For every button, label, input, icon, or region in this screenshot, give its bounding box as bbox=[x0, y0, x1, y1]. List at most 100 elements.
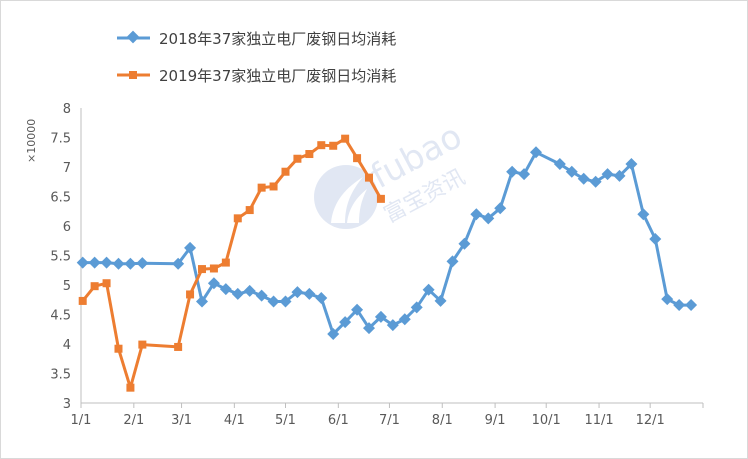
legend-label-2019: 2019年37家独立电厂废钢日均消耗 bbox=[159, 67, 396, 85]
y-axis-unit-label: ×10000 bbox=[25, 119, 38, 163]
data-point-diamond bbox=[434, 294, 447, 307]
data-point-square bbox=[174, 342, 183, 351]
data-point-diamond bbox=[422, 283, 435, 296]
data-point-diamond bbox=[601, 168, 614, 181]
data-point-square bbox=[221, 258, 230, 267]
data-point-diamond bbox=[529, 146, 542, 159]
legend-marker-2019 bbox=[129, 71, 137, 79]
data-point-square bbox=[138, 340, 147, 349]
y-tick-label: 4 bbox=[63, 338, 71, 353]
data-point-diamond bbox=[673, 299, 686, 312]
data-point-diamond bbox=[267, 295, 280, 308]
data-point-diamond bbox=[207, 277, 220, 290]
y-tick-label: 6.5 bbox=[50, 191, 71, 206]
data-point-diamond bbox=[231, 287, 244, 300]
data-point-diamond bbox=[410, 301, 423, 314]
legend-entry-2019: 2019年37家独立电厂废钢日均消耗 bbox=[117, 67, 396, 85]
data-point-diamond bbox=[398, 313, 411, 326]
watermark-flame-icon-2 bbox=[347, 189, 367, 223]
y-axis-ticks: 3 3.5 4 4.5 5 5.5 6 6.5 7 7.5 8 bbox=[50, 102, 71, 412]
data-point-diamond bbox=[518, 168, 531, 181]
y-tick-label: 4.5 bbox=[50, 309, 71, 324]
data-point-square bbox=[90, 282, 99, 291]
data-point-diamond bbox=[136, 257, 149, 270]
data-point-square bbox=[293, 154, 302, 163]
data-point-diamond bbox=[243, 284, 256, 297]
x-tick-label: 9/1 bbox=[485, 413, 506, 428]
data-point-diamond bbox=[589, 175, 602, 188]
data-point-diamond bbox=[339, 316, 352, 329]
data-point-diamond bbox=[195, 295, 208, 308]
data-point-square bbox=[114, 344, 123, 353]
data-point-square bbox=[341, 134, 350, 143]
x-tick-label: 3/1 bbox=[171, 413, 192, 428]
x-tick-label: 2/1 bbox=[123, 413, 144, 428]
y-tick-label: 6 bbox=[63, 220, 71, 235]
x-tick-label: 11/1 bbox=[584, 413, 613, 428]
data-point-square bbox=[233, 214, 242, 223]
data-point-square bbox=[126, 383, 135, 392]
data-point-diamond bbox=[649, 232, 662, 245]
data-point-diamond bbox=[112, 257, 125, 270]
data-point-diamond bbox=[553, 158, 566, 171]
legend-entry-2018: 2018年37家独立电厂废钢日均消耗 bbox=[117, 30, 396, 48]
y-tick-label: 7.5 bbox=[50, 132, 71, 147]
data-point-diamond bbox=[184, 241, 197, 254]
data-point-square bbox=[376, 194, 385, 203]
data-point-diamond bbox=[625, 158, 638, 171]
x-tick-label: 4/1 bbox=[224, 413, 245, 428]
data-point-diamond bbox=[374, 310, 387, 323]
data-point-square bbox=[102, 279, 111, 288]
data-point-diamond bbox=[482, 212, 495, 225]
data-point-diamond bbox=[100, 256, 113, 269]
y-tick-label: 3 bbox=[63, 397, 71, 412]
data-point-diamond bbox=[219, 283, 232, 296]
data-point-diamond bbox=[458, 237, 471, 250]
data-point-diamond bbox=[351, 303, 364, 316]
data-point-square bbox=[317, 141, 326, 150]
x-tick-label: 6/1 bbox=[328, 413, 349, 428]
y-tick-label: 5 bbox=[63, 279, 71, 294]
x-tick-label: 5/1 bbox=[275, 413, 296, 428]
data-point-diamond bbox=[291, 286, 304, 299]
data-point-diamond bbox=[494, 202, 507, 215]
series-2019 bbox=[78, 134, 385, 392]
data-point-diamond bbox=[303, 287, 316, 300]
y-tick-label: 3.5 bbox=[50, 368, 71, 383]
data-point-diamond bbox=[255, 289, 268, 302]
y-tick-label: 5.5 bbox=[50, 250, 71, 265]
data-point-square bbox=[186, 290, 195, 299]
data-point-square bbox=[269, 182, 278, 191]
data-point-diamond bbox=[327, 327, 340, 340]
series-layer bbox=[76, 134, 698, 392]
fubao-watermark-logo: fubao 富宝资讯 bbox=[314, 116, 470, 229]
x-tick-label: 7/1 bbox=[379, 413, 400, 428]
legend: 2018年37家独立电厂废钢日均消耗 2019年37家独立电厂废钢日均消耗 bbox=[117, 30, 396, 85]
data-point-diamond bbox=[446, 255, 459, 268]
data-point-square bbox=[364, 173, 373, 182]
data-point-square bbox=[197, 265, 206, 274]
data-point-square bbox=[305, 150, 314, 159]
data-point-diamond bbox=[315, 291, 328, 304]
data-point-square bbox=[209, 264, 218, 273]
data-point-diamond bbox=[76, 256, 89, 269]
data-point-diamond bbox=[637, 208, 650, 221]
data-point-diamond bbox=[362, 322, 375, 335]
data-point-diamond bbox=[565, 165, 578, 178]
x-tick-label: 12/1 bbox=[636, 413, 665, 428]
data-point-diamond bbox=[279, 295, 292, 308]
data-point-diamond bbox=[172, 257, 185, 270]
data-point-diamond bbox=[661, 293, 674, 306]
data-point-square bbox=[257, 183, 266, 192]
data-point-diamond bbox=[577, 172, 590, 185]
data-point-square bbox=[353, 154, 362, 163]
data-point-square bbox=[329, 141, 338, 150]
data-point-square bbox=[245, 206, 254, 215]
series-2018 bbox=[76, 146, 698, 340]
data-point-diamond bbox=[88, 256, 101, 269]
x-tick-label: 1/1 bbox=[71, 413, 92, 428]
data-point-square bbox=[78, 296, 87, 305]
x-axis-ticks: 1/1 2/1 3/1 4/1 5/1 6/1 7/1 8/1 9/1 10/1 11/1 12/1 bbox=[71, 403, 704, 428]
